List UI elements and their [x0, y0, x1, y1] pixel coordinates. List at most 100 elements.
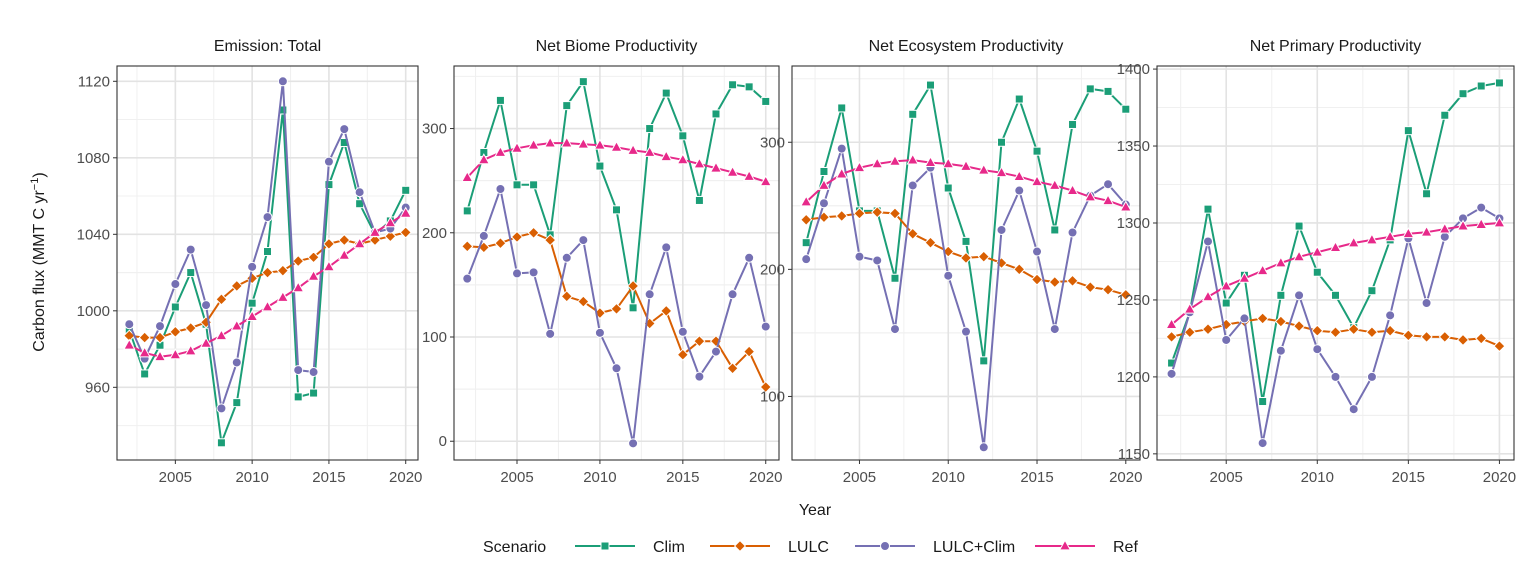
data-point-lulc-2011: [959, 251, 973, 265]
gridlines: [117, 66, 418, 460]
data-point-lulc-2008: [906, 227, 919, 240]
data-point-lulc-clim-2013: [293, 365, 304, 376]
data-point-ref-2019: [1101, 194, 1115, 206]
data-point-lulc-clim-2007: [1257, 438, 1268, 449]
data-point-clim-2017: [1440, 110, 1450, 120]
data-point-lulc-clim-2005: [854, 251, 865, 262]
data-point-lulc-2009: [924, 236, 937, 249]
legend-item-clim: Clim: [575, 539, 685, 556]
data-point-lulc-2016: [693, 335, 706, 348]
data-point-lulc-2018: [368, 233, 382, 247]
legend-swatch-marker: [880, 541, 890, 551]
data-point-lulc-2006: [184, 321, 197, 335]
data-point-clim-2015: [1403, 126, 1413, 136]
data-point-clim-2016: [694, 195, 704, 205]
data-point-clim-2007: [890, 273, 900, 283]
data-point-lulc-2009: [230, 279, 243, 293]
data-point-ref-2009: [577, 137, 590, 149]
data-point-clim-2007: [1258, 397, 1268, 407]
series-ref: [1165, 216, 1506, 329]
data-point-clim-2003: [819, 166, 829, 176]
data-point-clim-2006: [529, 180, 539, 190]
data-point-ref-2003: [1183, 302, 1196, 314]
data-point-clim-2005: [512, 180, 522, 190]
data-point-lulc-clim-2020: [760, 321, 771, 332]
data-point-clim-2002: [462, 206, 472, 216]
data-point-clim-2008: [908, 109, 918, 119]
data-point-lulc-2007: [888, 207, 902, 220]
data-point-clim-2015: [324, 180, 334, 190]
data-point-ref-2004: [153, 350, 167, 362]
data-point-lulc-clim-2011: [961, 326, 971, 337]
data-point-lulc-clim-2013: [996, 224, 1007, 235]
data-point-ref-2007: [1256, 264, 1269, 276]
data-point-ref-2015: [1402, 227, 1415, 239]
x-tick-label: 2015: [312, 469, 345, 486]
data-point-lulc-clim-2006: [185, 244, 196, 255]
data-point-lulc-clim-2012: [628, 438, 639, 449]
data-point-lulc-2018: [1456, 333, 1470, 347]
data-point-lulc-clim-2010: [594, 327, 605, 338]
data-point-ref-2018: [1456, 219, 1470, 231]
data-point-clim-2010: [1312, 267, 1322, 277]
data-point-clim-2018: [728, 80, 738, 90]
data-point-ref-2015: [1030, 175, 1044, 187]
data-point-lulc-2011: [1329, 326, 1342, 339]
data-point-ref-2003: [817, 178, 831, 190]
data-point-lulc-2003: [1183, 326, 1196, 339]
data-point-clim-2020: [1494, 78, 1504, 88]
data-point-lulc-clim-2017: [1067, 227, 1078, 238]
data-point-clim-2019: [1476, 81, 1486, 91]
data-point-ref-2011: [610, 140, 623, 152]
data-point-lulc-2008: [560, 290, 573, 303]
data-point-lulc-2015: [1402, 329, 1415, 342]
data-point-lulc-clim-2013: [644, 289, 655, 300]
x-tick-label: 2010: [932, 469, 965, 486]
data-point-lulc-clim-2017: [1439, 231, 1450, 242]
panel-title: Net Primary Productivity: [1250, 38, 1422, 55]
x-tick-label: 2005: [159, 469, 192, 486]
data-point-lulc-2016: [1420, 330, 1433, 343]
data-point-lulc-2002: [1165, 330, 1178, 343]
data-point-clim-2012: [628, 303, 638, 313]
data-point-ref-2010: [1311, 245, 1324, 257]
data-point-lulc-2008: [1274, 315, 1287, 328]
data-point-lulc-clim-2004: [836, 143, 847, 154]
data-point-lulc-2017: [1438, 330, 1451, 343]
data-point-ref-2004: [1201, 290, 1215, 302]
data-point-ref-2002: [461, 170, 474, 182]
data-point-lulc-clim-2010: [943, 270, 954, 281]
y-tick-label: 1040: [77, 226, 110, 243]
y-tick-label: 1250: [1117, 292, 1150, 309]
data-point-lulc-clim-2014: [1385, 310, 1396, 321]
y-tick-label: 1150: [1118, 446, 1150, 463]
data-point-lulc-2013: [292, 254, 305, 268]
data-point-clim-2004: [1203, 204, 1213, 214]
legend-item-lulc: LULC: [710, 539, 829, 556]
panel-border: [116, 65, 419, 461]
data-point-ref-2003: [138, 346, 151, 358]
data-point-ref-2017: [709, 161, 723, 173]
data-point-lulc-clim-2003: [478, 230, 489, 241]
data-point-ref-2005: [1220, 279, 1233, 291]
data-point-lulc-clim-2005: [1221, 334, 1232, 345]
data-point-lulc-clim-2002: [801, 254, 812, 265]
x-tick-label: 2010: [583, 469, 616, 486]
legend-label: LULC+Clim: [933, 539, 1015, 556]
data-point-lulc-clim-2017: [710, 346, 721, 357]
data-point-lulc-clim-2012: [277, 76, 288, 87]
data-point-lulc-clim-2009: [231, 357, 242, 368]
data-point-lulc-2004: [1201, 323, 1215, 336]
x-tick-label: 2005: [500, 469, 533, 486]
data-point-clim-2011: [612, 205, 621, 215]
data-point-lulc-2004: [835, 209, 848, 223]
y-tick-label: 1120: [78, 73, 110, 90]
data-point-lulc-clim-2004: [1203, 236, 1213, 247]
data-point-lulc-clim-2012: [1348, 404, 1359, 415]
data-point-clim-2009: [232, 398, 242, 408]
data-point-lulc-clim-2016: [1421, 298, 1432, 309]
data-point-ref-2018: [368, 225, 382, 237]
data-point-ref-2013: [1365, 233, 1379, 245]
data-point-lulc-clim-2016: [1049, 324, 1060, 335]
data-point-lulc-clim-2015: [1032, 246, 1043, 257]
